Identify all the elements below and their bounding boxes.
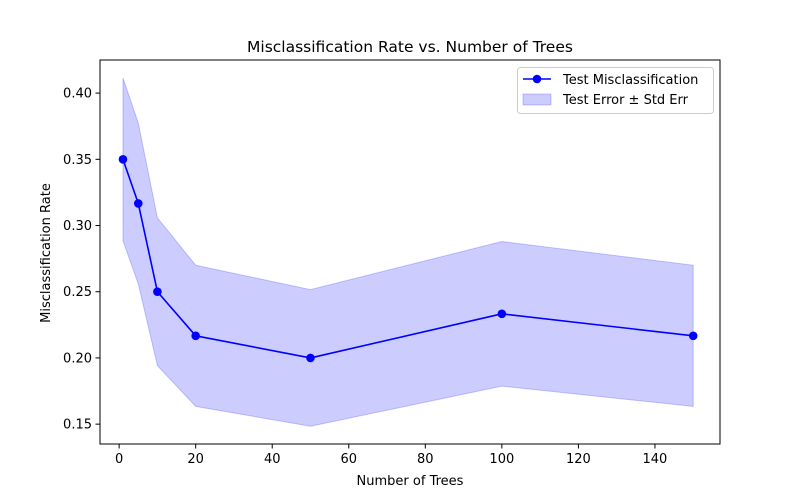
chart-title: Misclassification Rate vs. Number of Tre… <box>247 38 573 56</box>
data-point-marker <box>688 331 698 341</box>
data-point-marker <box>153 287 162 297</box>
y-axis-label: Misclassification Rate <box>39 183 54 323</box>
legend-label-test-error-std-err: Test Error ± Std Err <box>562 93 689 108</box>
data-point-marker <box>191 331 200 341</box>
data-point-marker <box>497 309 507 319</box>
data-point-marker <box>133 199 143 208</box>
x-tick-label: 0 <box>115 452 123 467</box>
x-tick-label: 80 <box>417 452 434 467</box>
x-tick-label: 40 <box>264 452 281 467</box>
series-marker-layer <box>118 155 698 363</box>
y-tick-label: 0.40 <box>63 87 92 102</box>
legend: Test Misclassification Test Error ± Std … <box>517 67 714 114</box>
y-tick-label: 0.35 <box>63 153 92 168</box>
y-tick-label: 0.30 <box>63 219 92 234</box>
axes-layer <box>99 59 721 445</box>
x-tick-label: 100 <box>489 452 514 467</box>
x-tick-label: 140 <box>643 452 668 467</box>
x-tick-label: 60 <box>340 452 357 467</box>
legend-band-swatch <box>522 93 552 106</box>
legend-marker-swatch <box>532 74 542 84</box>
data-point-marker <box>118 155 128 164</box>
legend-box <box>517 67 714 114</box>
x-tick-label: 120 <box>566 452 591 467</box>
error-band <box>122 77 694 427</box>
tick-layer: 0 20 40 60 80 100 120 140 0.15 0.20 0.25 0.30 0.35 0.… <box>63 87 667 467</box>
y-tick-label: 0.20 <box>63 351 92 366</box>
x-axis-label: Number of Trees <box>357 474 464 489</box>
axes-frame <box>99 59 721 445</box>
legend-label-test-misclassification: Test Misclassification <box>562 73 698 88</box>
data-point-marker <box>306 353 315 363</box>
y-tick-label: 0.25 <box>63 285 92 300</box>
error-band-layer <box>122 77 694 427</box>
x-tick-label: 20 <box>187 452 204 467</box>
y-tick-label: 0.15 <box>63 418 92 433</box>
